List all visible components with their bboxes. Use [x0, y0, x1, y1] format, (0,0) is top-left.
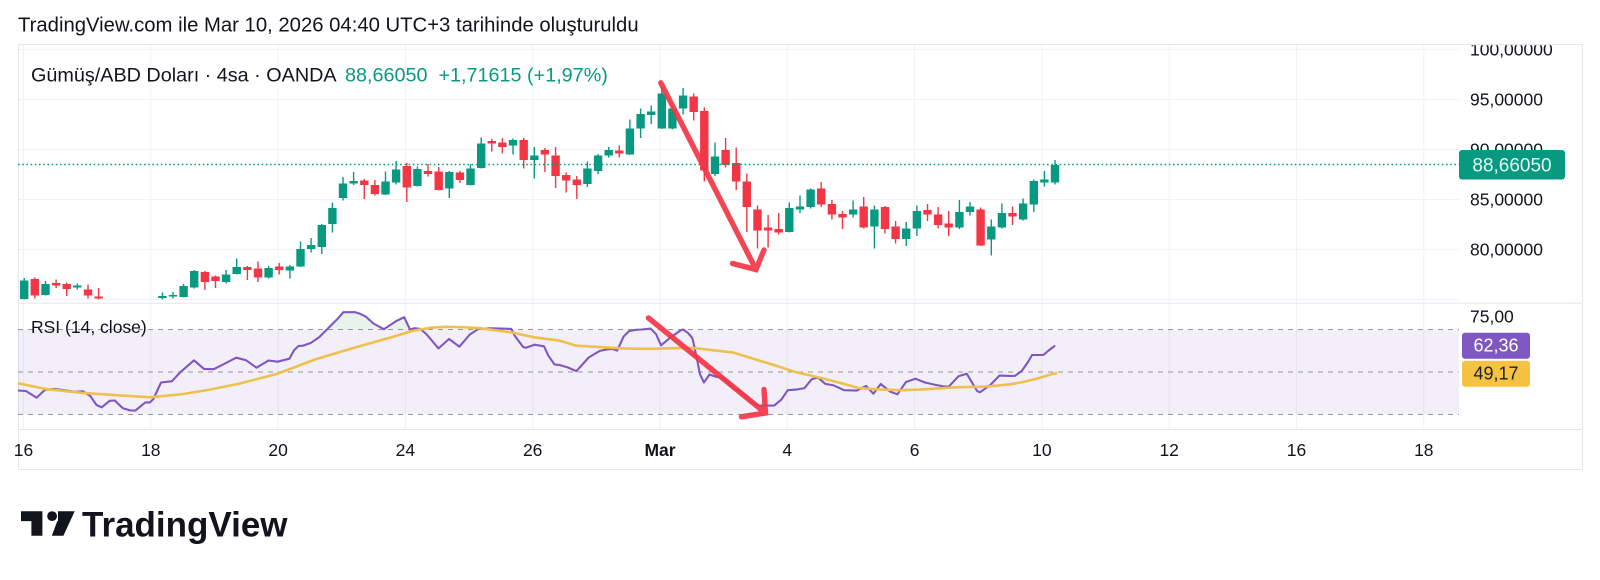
svg-text:20: 20	[268, 440, 288, 460]
svg-text:10: 10	[1032, 440, 1052, 460]
svg-text:75,00: 75,00	[1470, 307, 1514, 327]
svg-text:26: 26	[523, 440, 542, 460]
svg-text:88,66050: 88,66050	[1472, 156, 1551, 177]
svg-text:16: 16	[1287, 440, 1306, 460]
svg-text:Mar: Mar	[644, 440, 675, 460]
svg-text:18: 18	[141, 440, 160, 460]
svg-text:85,00000: 85,00000	[1470, 190, 1543, 210]
svg-text:80,00000: 80,00000	[1470, 240, 1543, 260]
svg-text:TradingView.com ile Mar 10, 20: TradingView.com ile Mar 10, 2026 04:40 U…	[18, 15, 639, 37]
svg-text:RSI (14, close): RSI (14, close)	[31, 317, 147, 337]
svg-text:95,00000: 95,00000	[1470, 90, 1543, 110]
svg-text:62,36: 62,36	[1473, 336, 1518, 356]
svg-text:TradingView: TradingView	[82, 506, 288, 545]
svg-text:Gümüş/ABD Doları · 4sa · OANDA: Gümüş/ABD Doları · 4sa · OANDA	[31, 65, 337, 87]
svg-text:12: 12	[1159, 440, 1178, 460]
svg-text:88,66050 +1,71615 (+1,97%): 88,66050 +1,71615 (+1,97%)	[345, 65, 608, 87]
svg-text:4: 4	[782, 440, 792, 460]
svg-text:16: 16	[14, 440, 33, 460]
svg-text:24: 24	[396, 440, 416, 460]
svg-text:100,00000: 100,00000	[1470, 40, 1553, 60]
svg-text:18: 18	[1414, 440, 1433, 460]
svg-text:49,17: 49,17	[1473, 364, 1518, 384]
svg-text:6: 6	[910, 440, 920, 460]
